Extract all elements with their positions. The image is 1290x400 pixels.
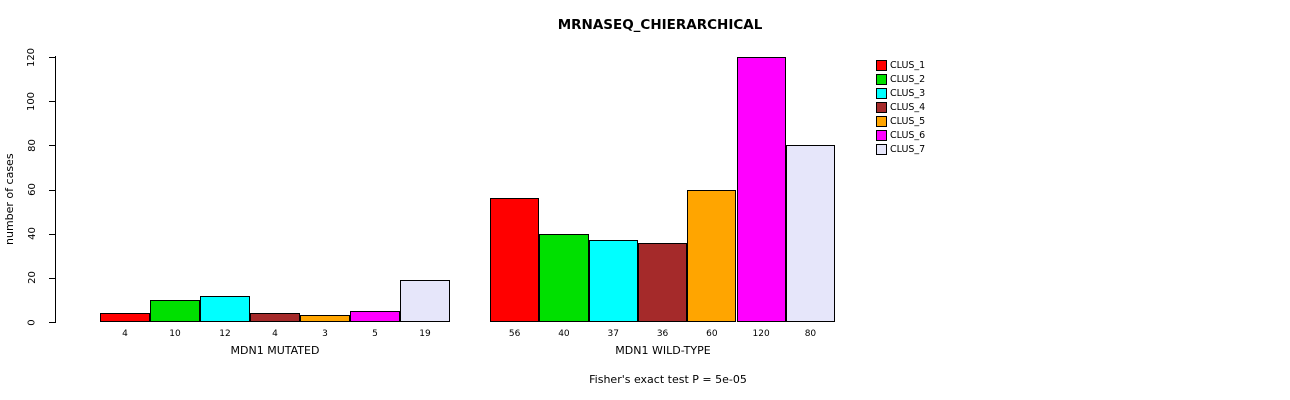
bar-value-label: 5 bbox=[372, 329, 378, 339]
legend-item: CLUS_6 bbox=[876, 130, 925, 141]
legend-label: CLUS_7 bbox=[890, 144, 926, 155]
y-tick-label: 20 bbox=[26, 271, 38, 285]
bar-clus_6 bbox=[350, 310, 400, 322]
x-group-label-wildtype: MDN1 WILD-TYPE bbox=[615, 344, 711, 357]
y-tick-label: 60 bbox=[26, 183, 38, 196]
y-tick-mark bbox=[49, 189, 55, 191]
legend-item: CLUS_2 bbox=[876, 74, 925, 85]
legend-swatch bbox=[876, 116, 887, 127]
y-tick-mark bbox=[49, 233, 55, 235]
bar-clus_1 bbox=[100, 313, 150, 322]
bar-value-label: 10 bbox=[169, 329, 181, 339]
y-tick-label: 80 bbox=[26, 138, 38, 152]
bar-clus_2 bbox=[150, 299, 200, 322]
bar-clus_6 bbox=[736, 57, 786, 322]
bar-value-label: 4 bbox=[272, 329, 278, 339]
bar-clus_2 bbox=[539, 233, 589, 322]
bar-value-label: 12 bbox=[219, 329, 231, 339]
legend-swatch bbox=[876, 130, 887, 141]
y-axis-label: number of cases bbox=[3, 153, 16, 245]
y-tick-mark bbox=[49, 322, 55, 323]
legend-label: CLUS_6 bbox=[890, 130, 926, 141]
y-axis-line bbox=[55, 56, 56, 323]
legend-item: CLUS_3 bbox=[876, 88, 925, 99]
legend-label: CLUS_1 bbox=[890, 60, 926, 71]
legend-label: CLUS_3 bbox=[890, 88, 926, 99]
bar-value-label: 120 bbox=[752, 329, 770, 339]
bar-value-label: 56 bbox=[508, 329, 521, 339]
legend-label: CLUS_5 bbox=[890, 116, 926, 127]
bar-value-label: 80 bbox=[804, 329, 817, 339]
bar-clus_4 bbox=[637, 242, 688, 322]
bar-value-label: 37 bbox=[607, 329, 619, 339]
y-tick-label: 40 bbox=[26, 227, 38, 241]
legend-swatch bbox=[876, 144, 887, 155]
legend-swatch bbox=[876, 74, 887, 85]
bar-value-label: 19 bbox=[419, 329, 431, 339]
legend-item: CLUS_5 bbox=[876, 116, 925, 127]
plot-area bbox=[55, 57, 855, 322]
bar-value-label: 40 bbox=[558, 329, 570, 339]
bar-value-label: 36 bbox=[656, 329, 669, 339]
y-tick-mark bbox=[49, 277, 55, 279]
fisher-test-annotation: Fisher's exact test P = 5e-05 bbox=[589, 373, 747, 386]
legend-swatch bbox=[876, 102, 887, 113]
y-tick-mark bbox=[49, 57, 55, 58]
bar-clus_7 bbox=[400, 280, 450, 322]
bar-clus_3 bbox=[200, 295, 250, 322]
bar-value-label: 60 bbox=[706, 329, 718, 339]
y-tick-mark bbox=[49, 145, 55, 147]
bar-clus_7 bbox=[785, 145, 836, 322]
bar-clus_1 bbox=[490, 198, 540, 322]
legend-label: CLUS_4 bbox=[890, 102, 926, 113]
legend: CLUS_1 CLUS_2 CLUS_3 CLUS_4 CLUS_5 CLUS_6 CLUS… bbox=[876, 60, 925, 158]
bar-value-label: 4 bbox=[122, 329, 128, 339]
bar-clus_3 bbox=[588, 240, 638, 322]
legend-swatch bbox=[876, 60, 887, 71]
x-group-label-mutated: MDN1 MUTATED bbox=[230, 344, 320, 357]
y-tick-mark bbox=[49, 101, 55, 103]
y-tick-label: 100 bbox=[26, 91, 38, 111]
legend-swatch bbox=[876, 88, 887, 99]
y-tick-label: 120 bbox=[26, 47, 38, 67]
bar-value-label: 3 bbox=[322, 329, 328, 339]
legend-item: CLUS_4 bbox=[876, 102, 925, 113]
legend-item: CLUS_1 bbox=[876, 60, 925, 71]
bar-clus_5 bbox=[300, 315, 350, 322]
chart-title: MRNASEQ_CHIERARCHICAL bbox=[557, 17, 763, 33]
legend-label: CLUS_2 bbox=[890, 74, 926, 85]
bar-clus_4 bbox=[250, 313, 300, 322]
bar-clus_5 bbox=[687, 189, 737, 322]
legend-item: CLUS_7 bbox=[876, 144, 925, 155]
y-tick-label: 0 bbox=[26, 318, 38, 326]
